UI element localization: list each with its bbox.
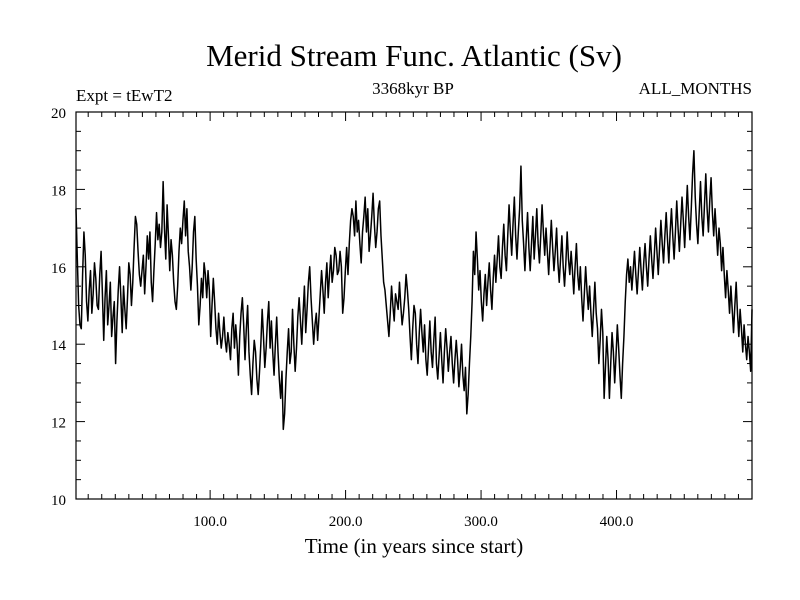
x-axis-label: Time (in years since start): [305, 534, 524, 558]
x-tick-label: 400.0: [600, 514, 634, 530]
y-tick-label: 18: [51, 183, 66, 199]
y-tick-label: 12: [51, 416, 66, 432]
x-tick-label: 100.0: [193, 514, 227, 530]
x-tick-label: 200.0: [329, 514, 363, 530]
experiment-label: Expt = tEwT2: [76, 86, 172, 105]
months-label: ALL_MONTHS: [639, 79, 752, 98]
y-tick-label: 16: [51, 261, 67, 277]
y-tick-label: 20: [51, 106, 66, 122]
plot-frame: [75, 111, 753, 500]
y-tick-label: 10: [51, 493, 66, 509]
x-tick-label: 300.0: [464, 514, 498, 530]
series-line: [75, 149, 753, 431]
chart-title: Merid Stream Func. Atlantic (Sv): [206, 38, 622, 73]
axis-tick-labels: 100.0 200.0 300.0 400.0 10 12 14 16 18 20: [51, 106, 633, 530]
axis-ticks: [76, 112, 752, 499]
y-tick-label: 14: [51, 338, 67, 354]
period-label: 3368kyr BP: [372, 79, 454, 98]
